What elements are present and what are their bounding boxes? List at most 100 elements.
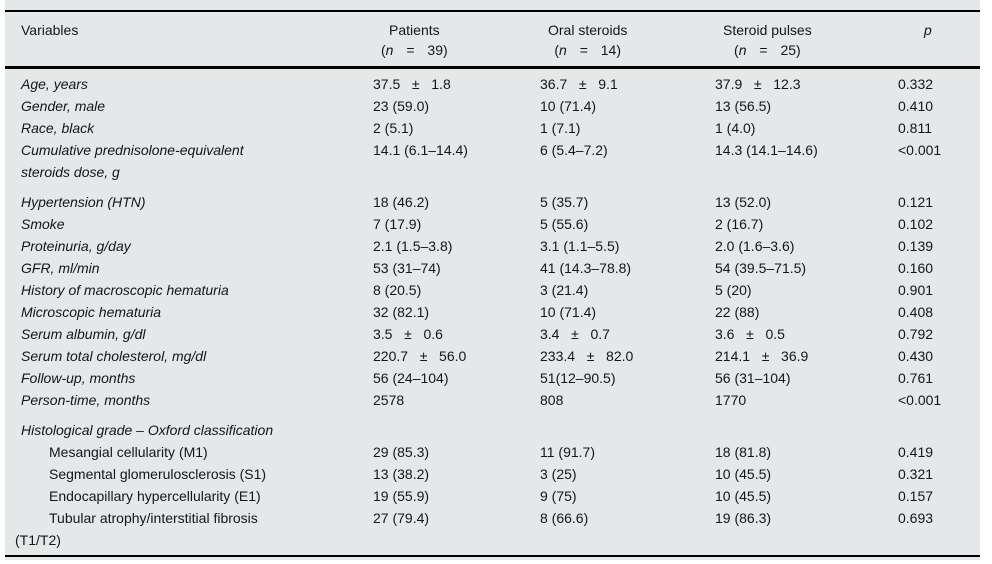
variable-label: GFR, ml/min bbox=[21, 260, 100, 276]
variable-cell: Serum albumin, g/dl bbox=[5, 323, 373, 345]
pulses-value: 214.1 ± 36.9 bbox=[715, 348, 809, 364]
table-row: Person-time, months 2578 808 1770 <0.001 bbox=[5, 389, 980, 411]
p-value: 0.430 bbox=[898, 348, 934, 364]
patients-value: 19 (55.9) bbox=[373, 488, 430, 504]
p-value: 0.811 bbox=[898, 120, 932, 136]
variable-cell: Histological grade – Oxford classificati… bbox=[5, 419, 373, 441]
variable-label: Serum total cholesterol, mg/dl bbox=[21, 348, 207, 364]
variable-label: Race, black bbox=[21, 120, 95, 136]
patients-value: 2.1 (1.5–3.8) bbox=[373, 238, 453, 254]
table-row: Proteinuria, g/day 2.1 (1.5–3.8) 3.1 (1.1–… bbox=[5, 235, 980, 257]
table-row: Hypertension (HTN) 18 (46.2) 5 (35.7) 13 (5… bbox=[5, 191, 980, 213]
variable-label: Endocapillary hypercellularity (E1) bbox=[49, 488, 261, 504]
variable-cell: Smoke bbox=[5, 213, 373, 235]
patients-value: 32 (82.1) bbox=[373, 304, 430, 320]
table-row: Segmental glomerulosclerosis (S1) 13 (38.… bbox=[5, 463, 980, 485]
patients-value: 220.7 ± 56.0 bbox=[373, 348, 467, 364]
patients-value: 14.1 (6.1–14.4) bbox=[373, 142, 468, 158]
variable-label: Histological grade – Oxford classificati… bbox=[21, 422, 274, 438]
table-sheet: Variables Patients (n = 39) Oral steroid… bbox=[5, 0, 980, 560]
oral-value: 11 (91.7) bbox=[540, 444, 595, 460]
variable-label: History of macroscopic hematuria bbox=[21, 282, 229, 298]
variable-label: Follow-up, months bbox=[21, 370, 136, 386]
oral-value: 36.7 ± 9.1 bbox=[540, 76, 618, 92]
variable-cell: Mesangial cellularity (M1) bbox=[5, 441, 373, 463]
p-value: 0.410 bbox=[898, 98, 934, 114]
p-value: 0.102 bbox=[898, 216, 934, 232]
patients-value: 13 (38.2) bbox=[373, 466, 430, 482]
pulses-value: 10 (45.5) bbox=[715, 488, 772, 504]
variable-cell: Cumulative prednisolone-equivalent steroi… bbox=[5, 139, 373, 183]
p-value: <0.001 bbox=[898, 142, 942, 158]
table-row: Histological grade – Oxford classificati… bbox=[5, 419, 980, 441]
pulses-value: 13 (56.5) bbox=[715, 98, 772, 114]
patients-value: 3.5 ± 0.6 bbox=[373, 326, 443, 342]
patients-value: 27 (79.4) bbox=[373, 510, 430, 526]
table-row: Smoke 7 (17.9) 5 (55.6) 2 (16.7) 0.102 bbox=[5, 213, 980, 235]
variable-label: Microscopic hematuria bbox=[21, 304, 162, 320]
variable-label-line2: steroids dose, g bbox=[21, 164, 120, 180]
col-header-steroid-pulses-n: (n = 25) bbox=[734, 42, 801, 58]
variable-label: Smoke bbox=[21, 216, 65, 232]
variable-cell: Hypertension (HTN) bbox=[5, 191, 373, 213]
col-header-oral-steroids-label: Oral steroids bbox=[548, 22, 628, 38]
patients-value: 29 (85.3) bbox=[373, 444, 430, 460]
pulses-value: 3.6 ± 0.5 bbox=[715, 326, 785, 342]
oral-value: 3.1 (1.1–5.5) bbox=[540, 238, 620, 254]
pulses-value: 56 (31–104) bbox=[715, 370, 791, 386]
variable-label: Person-time, months bbox=[21, 392, 151, 408]
p-value: 0.693 bbox=[898, 510, 934, 526]
table-header-row: Variables Patients (n = 39) Oral steroid… bbox=[5, 12, 980, 66]
oral-value: 3 (21.4) bbox=[540, 282, 589, 298]
patients-value: 18 (46.2) bbox=[373, 194, 430, 210]
pulses-value: 1 (4.0) bbox=[715, 120, 756, 136]
table-row: Follow-up, months 56 (24–104) 51(12–90.5) 5… bbox=[5, 367, 980, 389]
oral-value: 6 (5.4–7.2) bbox=[540, 142, 608, 158]
variable-cell: Proteinuria, g/day bbox=[5, 235, 373, 257]
col-header-oral-steroids: Oral steroids (n = 14) bbox=[540, 20, 715, 60]
col-header-variables: Variables bbox=[21, 22, 79, 38]
oral-value: 233.4 ± 82.0 bbox=[540, 348, 634, 364]
patients-value: 8 (20.5) bbox=[373, 282, 422, 298]
table-row: Serum total cholesterol, mg/dl 220.7 ± 56… bbox=[5, 345, 980, 367]
p-value: 0.419 bbox=[898, 444, 934, 460]
variable-cell: Tubular atrophy/interstitial fibrosis (T1… bbox=[5, 507, 373, 551]
pulses-value: 2.0 (1.6–3.6) bbox=[715, 238, 795, 254]
oral-value: 51(12–90.5) bbox=[540, 370, 616, 386]
patients-value: 23 (59.0) bbox=[373, 98, 430, 114]
variable-cell: Segmental glomerulosclerosis (S1) bbox=[5, 463, 373, 485]
pulses-value: 18 (81.8) bbox=[715, 444, 772, 460]
oral-value: 41 (14.3–78.8) bbox=[540, 260, 632, 276]
variable-label: Tubular atrophy/interstitial fibrosis bbox=[49, 510, 258, 526]
variable-label: Hypertension (HTN) bbox=[21, 194, 146, 210]
pulses-value: 2 (16.7) bbox=[715, 216, 764, 232]
variable-cell: Gender, male bbox=[5, 95, 373, 117]
patients-value: 53 (31–74) bbox=[373, 260, 441, 276]
variable-cell: History of macroscopic hematuria bbox=[5, 279, 373, 301]
variable-label: Cumulative prednisolone-equivalent bbox=[21, 142, 244, 158]
table-row: History of macroscopic hematuria 8 (20.5)… bbox=[5, 279, 980, 301]
table-row: GFR, ml/min 53 (31–74) 41 (14.3–78.8) 54 (3… bbox=[5, 257, 980, 279]
pulses-value: 10 (45.5) bbox=[715, 466, 772, 482]
patients-value: 56 (24–104) bbox=[373, 370, 449, 386]
oral-value: 1 (7.1) bbox=[540, 120, 581, 136]
col-header-patients-n: (n = 39) bbox=[381, 42, 448, 58]
variable-label: Mesangial cellularity (M1) bbox=[49, 444, 208, 460]
patients-value: 37.5 ± 1.8 bbox=[373, 76, 451, 92]
variable-label: Serum albumin, g/dl bbox=[21, 326, 146, 342]
oral-value: 3 (25) bbox=[540, 466, 577, 482]
variable-cell: GFR, ml/min bbox=[5, 257, 373, 279]
header-rule bbox=[5, 66, 980, 69]
pulses-value: 37.9 ± 12.3 bbox=[715, 76, 801, 92]
col-header-oral-steroids-n: (n = 14) bbox=[554, 42, 622, 58]
table-row: Mesangial cellularity (M1) 29 (85.3) 11 (9… bbox=[5, 441, 980, 463]
pulses-value: 22 (88) bbox=[715, 304, 760, 320]
variable-cell: Person-time, months bbox=[5, 389, 373, 411]
table-row: Age, years 37.5 ± 1.8 36.7 ± 9.1 37.9 ± 12.… bbox=[5, 73, 980, 95]
pulses-value: 54 (39.5–71.5) bbox=[715, 260, 807, 276]
oral-value: 808 bbox=[540, 392, 564, 408]
oral-value: 3.4 ± 0.7 bbox=[540, 326, 610, 342]
col-header-p: p bbox=[924, 22, 932, 38]
variable-label: Segmental glomerulosclerosis (S1) bbox=[49, 466, 267, 482]
variable-label: Gender, male bbox=[21, 98, 106, 114]
